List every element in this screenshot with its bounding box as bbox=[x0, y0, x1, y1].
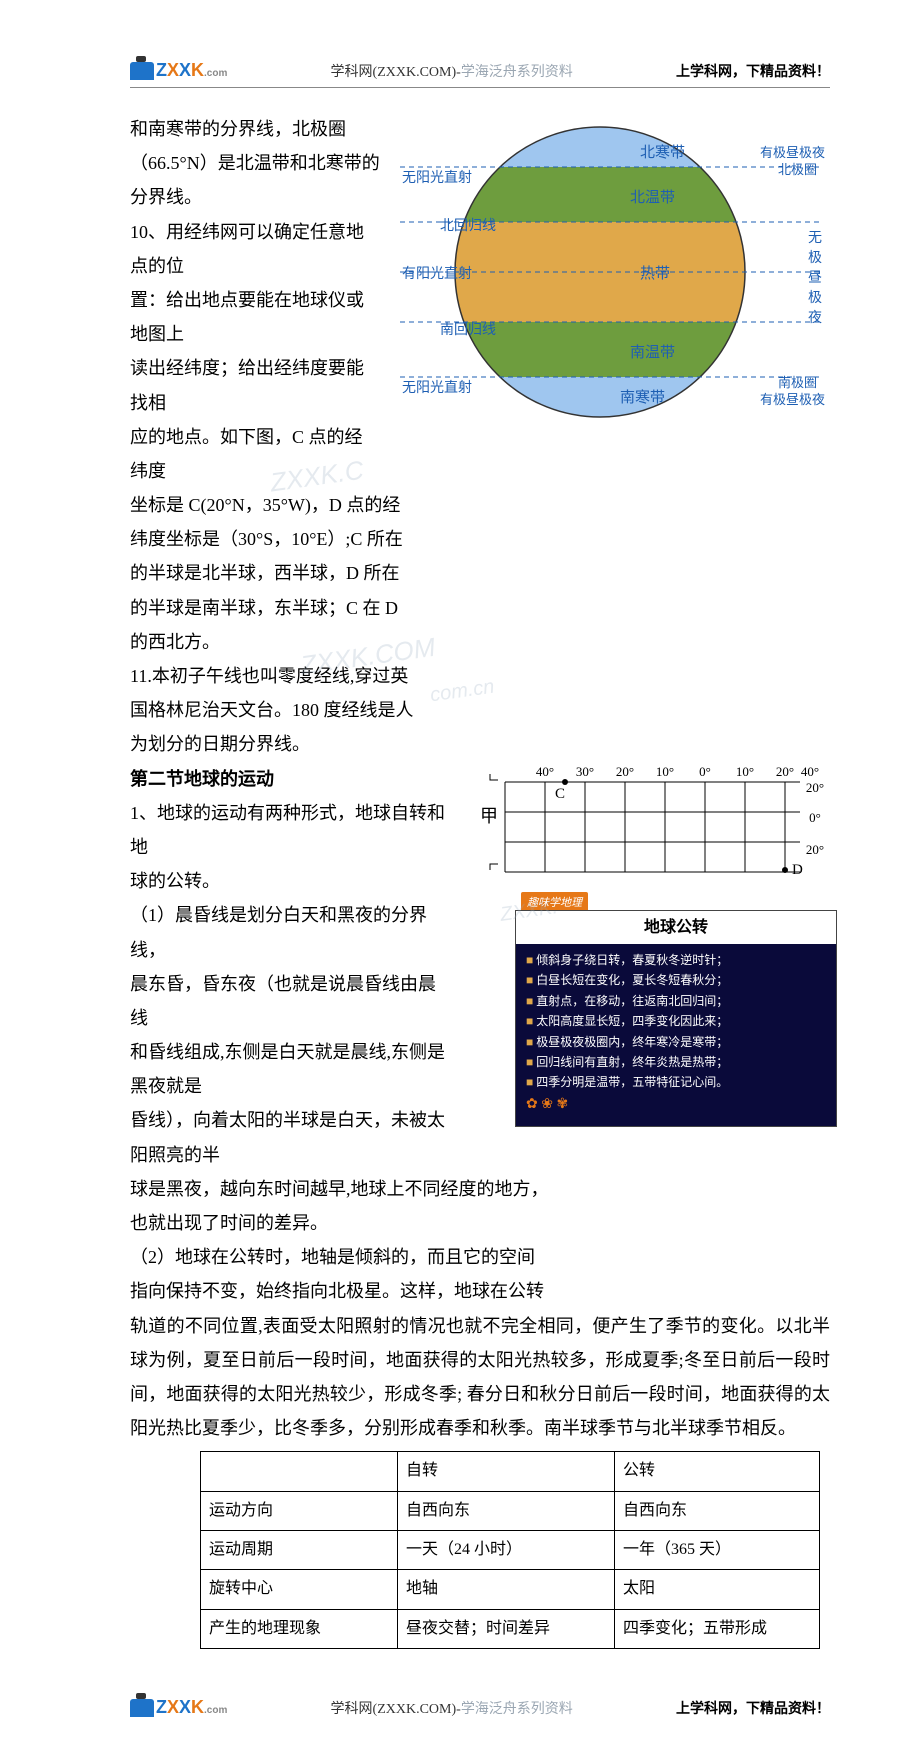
label-arctic: 北极圈 bbox=[778, 162, 817, 177]
motion-table: 自转 公转 运动方向 自西向东 自西向东 运动周期 一天（24 小时） 一年（3… bbox=[200, 1451, 820, 1649]
revolution-item: 倾斜身子绕日转，春夏秋冬逆时针； bbox=[526, 950, 826, 970]
label-polar-n: 有极昼极夜 bbox=[760, 145, 825, 160]
revolution-item: 极昼极夜极圈内，终年寒冷是寒带； bbox=[526, 1032, 826, 1052]
logo-icon bbox=[130, 1699, 154, 1717]
logo-text: ZXXK.com bbox=[156, 1697, 227, 1718]
table-row: 产生的地理现象 昼夜交替；时间差异 四季变化；五带形成 bbox=[201, 1609, 820, 1648]
svg-text:甲: 甲 bbox=[480, 806, 498, 826]
footer-logo: ZXXK.com bbox=[130, 1697, 227, 1718]
footer-center: 学科网(ZXXK.COM)-学海泛舟系列资料 bbox=[227, 1698, 676, 1718]
para-2-1b-cont: 轨道的不同位置,表面受太阳照射的情况也就不完全相同，便产生了季节的变化。以北半球… bbox=[130, 1309, 830, 1446]
para-2-1b: （2）地球在公转时，地轴是倾斜的，而且它的空间 指向保持不变，始终指向北极星。这… bbox=[130, 1240, 830, 1308]
revolution-title: 地球公转 bbox=[516, 911, 836, 944]
revolution-item: 白昼长短在变化，夏长冬短春秋分； bbox=[526, 970, 826, 990]
label-hot: 热带 bbox=[640, 265, 670, 282]
page-footer: ZXXK.com 学科网(ZXXK.COM)-学海泛舟系列资料 上学科网，下精品… bbox=[130, 1689, 830, 1724]
header-series: 学海泛舟系列资料 bbox=[461, 65, 573, 80]
svg-text:0°: 0° bbox=[699, 764, 711, 779]
label-antarctic: 南极圈 bbox=[778, 375, 817, 390]
table-row: 运动方向 自西向东 自西向东 bbox=[201, 1491, 820, 1530]
table-row: 运动周期 一天（24 小时） 一年（365 天） bbox=[201, 1531, 820, 1570]
label-south-cold: 南寒带 bbox=[620, 388, 665, 406]
lat-lon-grid: 40° 30° 20° 10° 0° 10° 20° 40° 20° 0° 20… bbox=[460, 762, 830, 877]
label-south-temp: 南温带 bbox=[630, 344, 675, 361]
label-no-polar-1: 无 bbox=[808, 231, 822, 246]
svg-text:0°: 0° bbox=[809, 810, 821, 825]
label-north-temp: 北温带 bbox=[630, 189, 675, 206]
table-row: 旋转中心 地轴 太阳 bbox=[201, 1570, 820, 1609]
logo: ZXXK.com bbox=[130, 60, 227, 81]
svg-text:极: 极 bbox=[808, 250, 822, 266]
label-no-direct-s: 无阳光直射 bbox=[402, 379, 472, 396]
content-body: 北寒带 北温带 热带 南温带 南寒带 无阳光直射 北回归线 有阳光直射 南回归线… bbox=[130, 112, 830, 1649]
revolution-item: 四季分明是温带，五带特征记心间。 bbox=[526, 1072, 826, 1092]
svg-text:10°: 10° bbox=[656, 764, 674, 779]
header-site-name: 学科网(ZXXK.COM)- bbox=[331, 65, 461, 80]
svg-text:D: D bbox=[792, 862, 803, 877]
svg-text:10°: 10° bbox=[736, 764, 754, 779]
footer-slogan: 上学科网，下精品资料！ bbox=[676, 1698, 830, 1718]
right-figure-stack: 40° 30° 20° 10° 0° 10° 20° 40° 20° 0° 20… bbox=[460, 762, 830, 1128]
label-north-cold: 北寒带 bbox=[640, 143, 685, 161]
label-north-tropic: 北回归线 bbox=[440, 217, 496, 234]
thermal-zones-diagram: 北寒带 北温带 热带 南温带 南寒带 无阳光直射 北回归线 有阳光直射 南回归线… bbox=[390, 112, 830, 443]
revolution-footer-icons: ✿ ❀ ✾ bbox=[526, 1093, 826, 1117]
label-no-direct-n: 无阳光直射 bbox=[402, 169, 472, 186]
revolution-item: 直射点，在移动，往返南北回归间； bbox=[526, 991, 826, 1011]
label-has-direct: 有阳光直射 bbox=[402, 265, 472, 282]
svg-text:20°: 20° bbox=[806, 842, 824, 857]
logo-icon bbox=[130, 62, 154, 80]
revolution-item: 回归线间有直射，终年炎热是热带； bbox=[526, 1052, 826, 1072]
svg-text:极: 极 bbox=[808, 290, 822, 306]
svg-text:20°: 20° bbox=[806, 780, 824, 795]
label-south-tropic: 南回归线 bbox=[440, 321, 496, 338]
svg-text:20°: 20° bbox=[616, 764, 634, 779]
label-polar-s: 有极昼极夜 bbox=[760, 392, 825, 407]
header-slogan: 上学科网，下精品资料！ bbox=[676, 61, 830, 81]
revolution-box: 地球公转 倾斜身子绕日转，春夏秋冬逆时针； 白昼长短在变化，夏长冬短春秋分； 直… bbox=[515, 910, 837, 1128]
svg-text:30°: 30° bbox=[576, 764, 594, 779]
svg-text:夜: 夜 bbox=[808, 310, 822, 326]
svg-text:40°: 40° bbox=[536, 764, 554, 779]
logo-text: ZXXK.com bbox=[156, 60, 227, 81]
page-header: ZXXK.com 学科网(ZXXK.COM)-学海泛舟系列资料 上学科网，下精品… bbox=[130, 60, 830, 88]
revolution-item: 太阳高度显长短，四季变化因此来； bbox=[526, 1011, 826, 1031]
header-center: 学科网(ZXXK.COM)-学海泛舟系列资料 bbox=[227, 61, 676, 81]
para-11: 11.本初子午线也叫零度经线,穿过英 国格林尼治天文台。180 度经线是人 为划… bbox=[130, 659, 830, 762]
svg-text:昼: 昼 bbox=[808, 271, 822, 286]
svg-text:C: C bbox=[555, 786, 565, 802]
table-row: 自转 公转 bbox=[201, 1452, 820, 1491]
svg-text:20°: 20° bbox=[776, 764, 794, 779]
svg-text:40°: 40° bbox=[801, 764, 819, 779]
